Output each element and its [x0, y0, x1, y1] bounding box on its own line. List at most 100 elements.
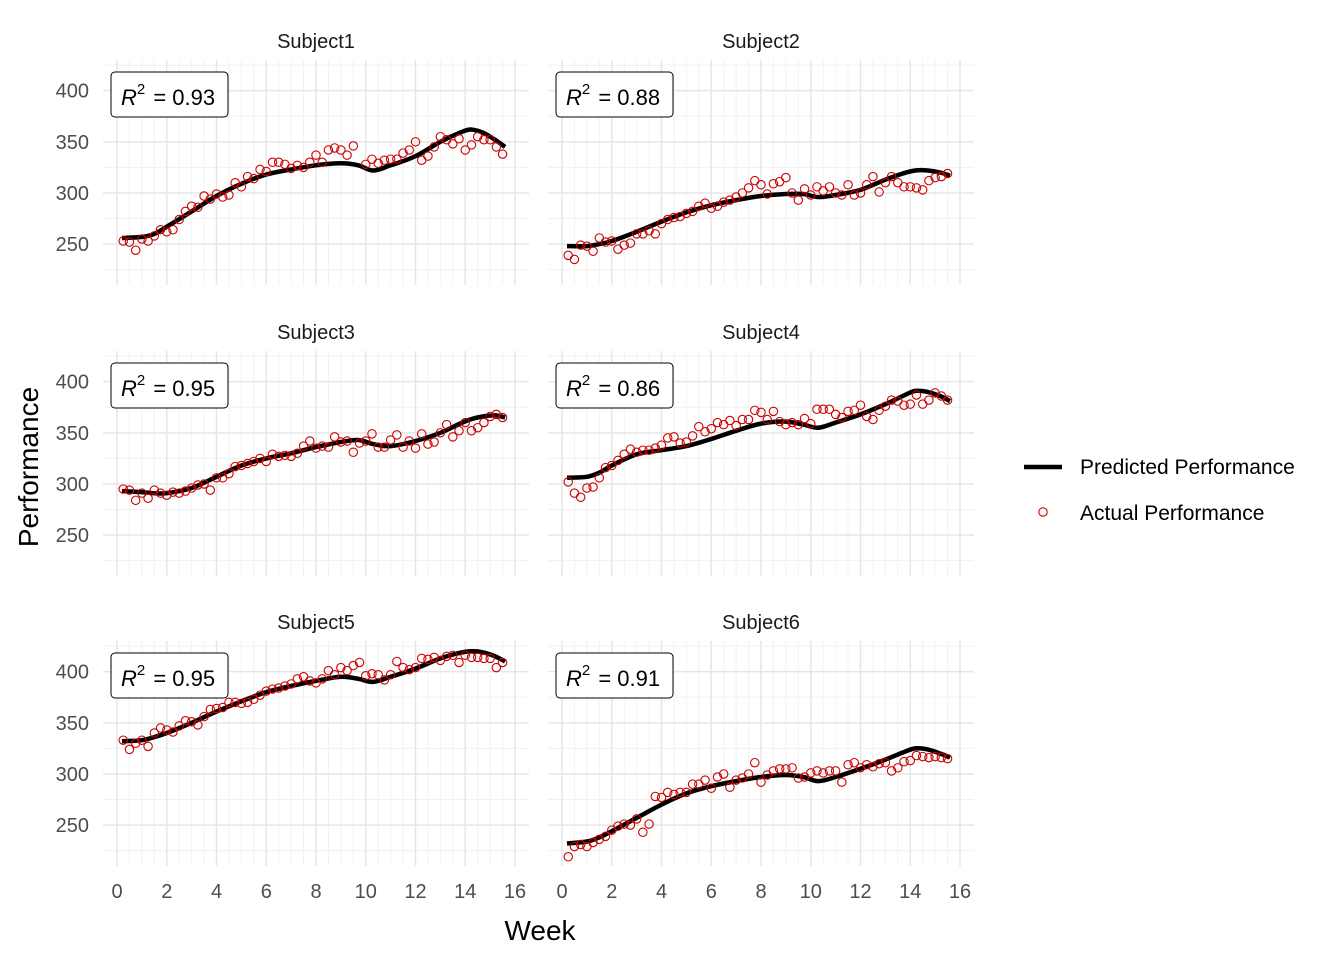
actual-point — [936, 752, 947, 763]
actual-point — [874, 187, 884, 197]
actual-point — [849, 190, 860, 200]
actual-point — [768, 179, 779, 189]
actual-point — [843, 406, 853, 417]
actual-point — [880, 757, 891, 768]
actual-point — [644, 819, 654, 829]
actual-point — [149, 728, 160, 738]
x-tick-label: 0 — [556, 881, 567, 903]
y-tick-label: 300 — [56, 183, 89, 205]
actual-point — [942, 168, 953, 179]
actual-point — [700, 427, 710, 437]
y-axis-title: Performance — [13, 387, 44, 547]
x-tick-label: 12 — [849, 881, 871, 903]
actual-point — [392, 430, 402, 440]
r2-label: R2 = 0.91 — [566, 662, 660, 691]
actual-point — [619, 449, 629, 460]
actual-point — [824, 766, 835, 776]
actual-point — [479, 135, 489, 145]
y-tick-label: 300 — [56, 474, 89, 496]
actual-point — [360, 671, 371, 681]
actual-point — [168, 727, 178, 737]
actual-point — [563, 250, 573, 261]
actual-point — [199, 191, 209, 201]
actual-point — [606, 460, 617, 471]
x-tick-label: 2 — [606, 881, 617, 903]
actual-point — [837, 412, 847, 423]
actual-point — [435, 428, 446, 438]
actual-point — [273, 683, 284, 693]
actual-point — [230, 697, 240, 708]
x-tick-label: 2 — [161, 881, 172, 903]
actual-point — [354, 438, 365, 448]
actual-point — [930, 751, 940, 762]
actual-point — [911, 183, 922, 193]
actual-point — [336, 662, 346, 673]
actual-point — [774, 764, 785, 774]
actual-point — [687, 779, 698, 789]
actual-point — [416, 653, 427, 664]
actual-point — [638, 229, 648, 239]
actual-point — [485, 653, 495, 664]
actual-point — [644, 445, 654, 455]
actual-point — [311, 150, 321, 160]
actual-point — [886, 766, 897, 776]
actual-point — [787, 188, 797, 198]
actual-point — [435, 131, 446, 142]
actual-point — [162, 490, 172, 500]
actual-point — [497, 412, 508, 423]
actual-point — [924, 395, 934, 405]
x-tick-label: 10 — [800, 881, 822, 903]
actual-point — [168, 487, 178, 497]
actual-point — [830, 409, 841, 420]
actual-point — [329, 432, 340, 442]
actual-point — [118, 236, 128, 246]
actual-point — [261, 456, 271, 467]
actual-point — [162, 227, 172, 237]
actual-point — [625, 820, 636, 830]
y-tick-label: 250 — [56, 815, 89, 837]
actual-point — [379, 155, 390, 165]
actual-point — [768, 766, 779, 776]
facet-title: Subject1 — [277, 31, 355, 53]
actual-point — [416, 155, 427, 165]
x-tick-label: 12 — [404, 881, 426, 903]
x-tick-label: 6 — [261, 881, 272, 903]
actual-point — [410, 443, 421, 453]
actual-point — [687, 206, 698, 217]
actual-point — [242, 458, 253, 469]
actual-point — [249, 173, 259, 184]
y-tick-label: 400 — [56, 662, 89, 684]
actual-point — [280, 681, 290, 691]
actual-point — [868, 414, 878, 425]
actual-point — [224, 697, 234, 708]
actual-point — [905, 399, 915, 409]
r2-label: R2 = 0.95 — [121, 372, 215, 401]
actual-point — [924, 752, 934, 763]
actual-point — [410, 662, 421, 673]
actual-point — [706, 203, 716, 214]
actual-point — [631, 814, 642, 824]
actual-point — [448, 650, 458, 661]
actual-point — [781, 419, 791, 430]
actual-point — [613, 455, 623, 466]
actual-point — [410, 137, 421, 147]
x-axis-title: Week — [504, 915, 576, 946]
y-tick-label: 300 — [56, 764, 89, 786]
actual-point — [756, 407, 766, 418]
y-tick-label: 350 — [56, 423, 89, 445]
actual-point — [650, 791, 661, 802]
actual-point — [893, 763, 903, 773]
actual-point — [594, 834, 605, 845]
actual-point — [899, 400, 909, 410]
actual-point — [360, 159, 371, 170]
r2-label-box — [555, 652, 674, 699]
actual-point — [466, 652, 477, 663]
actual-point — [236, 460, 247, 471]
actual-point — [588, 246, 598, 257]
actual-point — [762, 414, 772, 425]
actual-point — [472, 422, 483, 433]
y-tick-label: 350 — [56, 713, 89, 735]
actual-point — [118, 484, 128, 494]
actual-point — [199, 479, 209, 489]
actual-point — [799, 413, 810, 424]
